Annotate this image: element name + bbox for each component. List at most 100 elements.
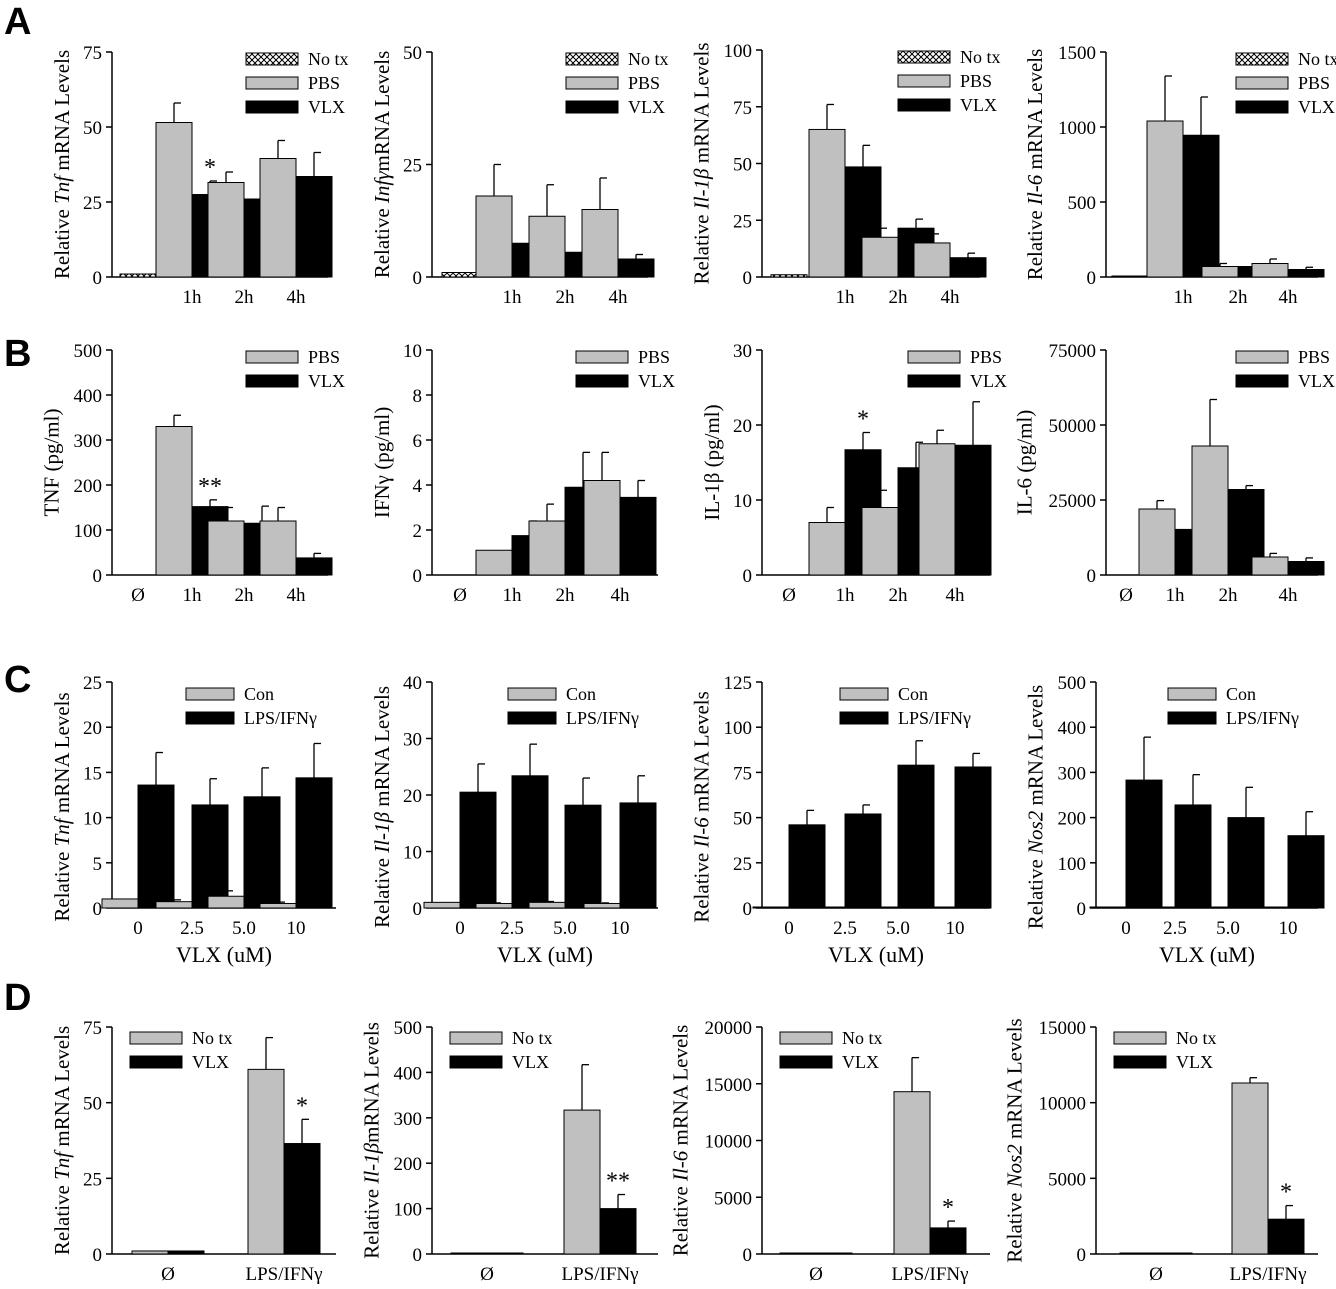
bar-black [564,804,602,909]
x-tick-label: LPS/IFNγ [1229,1264,1306,1285]
y-tick-label: 75000 [1049,341,1097,362]
y-tick-label: 0 [93,566,103,587]
legend-swatch [449,1055,503,1069]
y-tick-label: 1000 [1058,118,1096,139]
x-tick-label: 1h [183,287,203,308]
bar-gray [861,236,899,278]
legend-label: PBS [1298,347,1330,367]
chart-b1: 0 100 200 300 400 500 TNF (pg/ml) Ø 1h 2h 4h ** PBS V… [40,341,346,606]
chart-a1: 0 25 50 75 Relative Tnf mRNA Levels 1h 2h 4h * No… [50,43,349,308]
legend-label: No tx [628,49,669,69]
y-tick-label: 500 [394,1018,423,1039]
legend: Con LPS/IFNγ [839,684,971,728]
x-tick-label: Ø [161,1264,175,1285]
y-axis-label: Relative Il-6 mRNA Levels [1023,49,1047,281]
x-tick-label: 2h [556,585,576,606]
y-tick-label: 25 [83,673,102,694]
y-axis-label-part: Relative [1023,205,1047,280]
legend: Con LPS/IFNγ [1167,684,1299,728]
bar-gray [528,901,566,909]
y-tick-label: 300 [74,431,103,452]
legend-label: VLX [512,1052,549,1072]
y-axis-label-part: mRNA Levels [50,50,74,176]
y-axis-label: Relative Tnf mRNA Levels [50,50,74,279]
bar-black [486,1252,524,1255]
bar-gray [1119,1252,1157,1255]
legend-label: PBS [628,73,660,93]
bar-black [283,1143,321,1255]
y-tick-label: 100 [74,521,103,542]
x-axis-label: VLX (uM) [497,942,593,967]
y-tick-label: 40 [403,673,422,694]
y-tick-label: 4 [413,476,423,497]
y-tick-label: 20 [83,718,102,739]
y-tick-label: 30 [403,730,422,751]
y-tick-label: 0 [743,899,753,920]
y-tick-label: 5000 [1048,1169,1086,1190]
bar-black [617,258,655,278]
legend-swatch [245,374,299,388]
bar-gray [1251,556,1289,576]
bar-black [1287,269,1325,278]
y-axis-label-part: Il-6 [669,1150,693,1182]
x-tick-label: 1h [836,287,856,308]
bar-black [954,444,992,576]
bar-gray [808,522,846,576]
y-tick-label: 400 [394,1063,423,1084]
y-tick-label: 400 [1058,718,1087,739]
x-tick-label: 4h [611,585,631,606]
y-tick-label: 2 [413,521,423,542]
x-tick-label: Ø [809,1264,823,1285]
x-tick-label: Ø [782,585,796,606]
y-tick-label: 10 [403,341,422,362]
x-tick-label: 2h [889,585,909,606]
y-tick-label: 75 [83,1018,102,1039]
legend-label: No tx [960,47,1001,67]
legend-swatch [507,687,557,701]
legend-label: LPS/IFNγ [1226,708,1299,728]
x-tick-label: 1h [836,585,856,606]
significance-label: * [857,407,869,433]
bar-gray [779,1252,817,1255]
legend-swatch [245,76,299,90]
legend: PBS VLX [907,347,1007,391]
x-tick-label: 4h [1279,585,1299,606]
y-axis-label: Relative Il-1β mRNA Levels [690,42,714,284]
y-axis-label: Relative Tnf mRNA Levels [50,1026,74,1255]
legend-label: PBS [960,71,992,91]
bar-gray [581,209,619,278]
bar-hatch [1111,275,1149,278]
y-tick-label: 0 [1087,268,1097,289]
bar-black [295,557,333,576]
legend: No tx VLX [779,1028,883,1072]
bar-black [599,1208,637,1255]
y-axis-label: Relative Il-6 mRNA Levels [669,1025,693,1257]
y-axis-label: IL-1β (pg/ml) [700,404,724,520]
bar-gray [528,520,566,576]
chart-b2: 0 2 4 6 8 10 IFNγ (pg/ml) Ø 1h 2h 4h PBS VLX [370,341,675,606]
bar-black [929,1227,967,1255]
legend: No tx PBS VLX [897,47,1001,115]
y-tick-label: 0 [1077,899,1087,920]
bar-gray [155,426,193,576]
y-axis-label: Relative Il-1βmRNA Levels [360,1022,384,1259]
legend-label: PBS [1298,73,1330,93]
legend-swatch [245,350,299,364]
legend-swatch [245,100,299,114]
y-axis-label: Relative Nos2 mRNA Levels [1024,685,1048,929]
legend-swatch [245,52,299,66]
legend-label: No tx [1176,1028,1217,1048]
legend: Con LPS/IFNγ [507,684,639,728]
y-axis-label-part: Relative [50,204,74,279]
y-axis-label-part: Relative [360,1184,384,1259]
legend-swatch [1235,52,1289,66]
bar-gray [423,901,461,909]
y-axis-label-part: IFNγ (pg/ml) [370,407,394,518]
x-tick-label: LPS/IFNγ [891,1264,968,1285]
y-axis-label: TNF (pg/ml) [40,409,64,517]
y-axis-label-part: Relative [690,209,714,284]
x-tick-label: 10 [611,918,630,939]
legend-swatch [575,350,629,364]
legend-label: No tx [512,1028,553,1048]
bar-gray [207,520,245,576]
